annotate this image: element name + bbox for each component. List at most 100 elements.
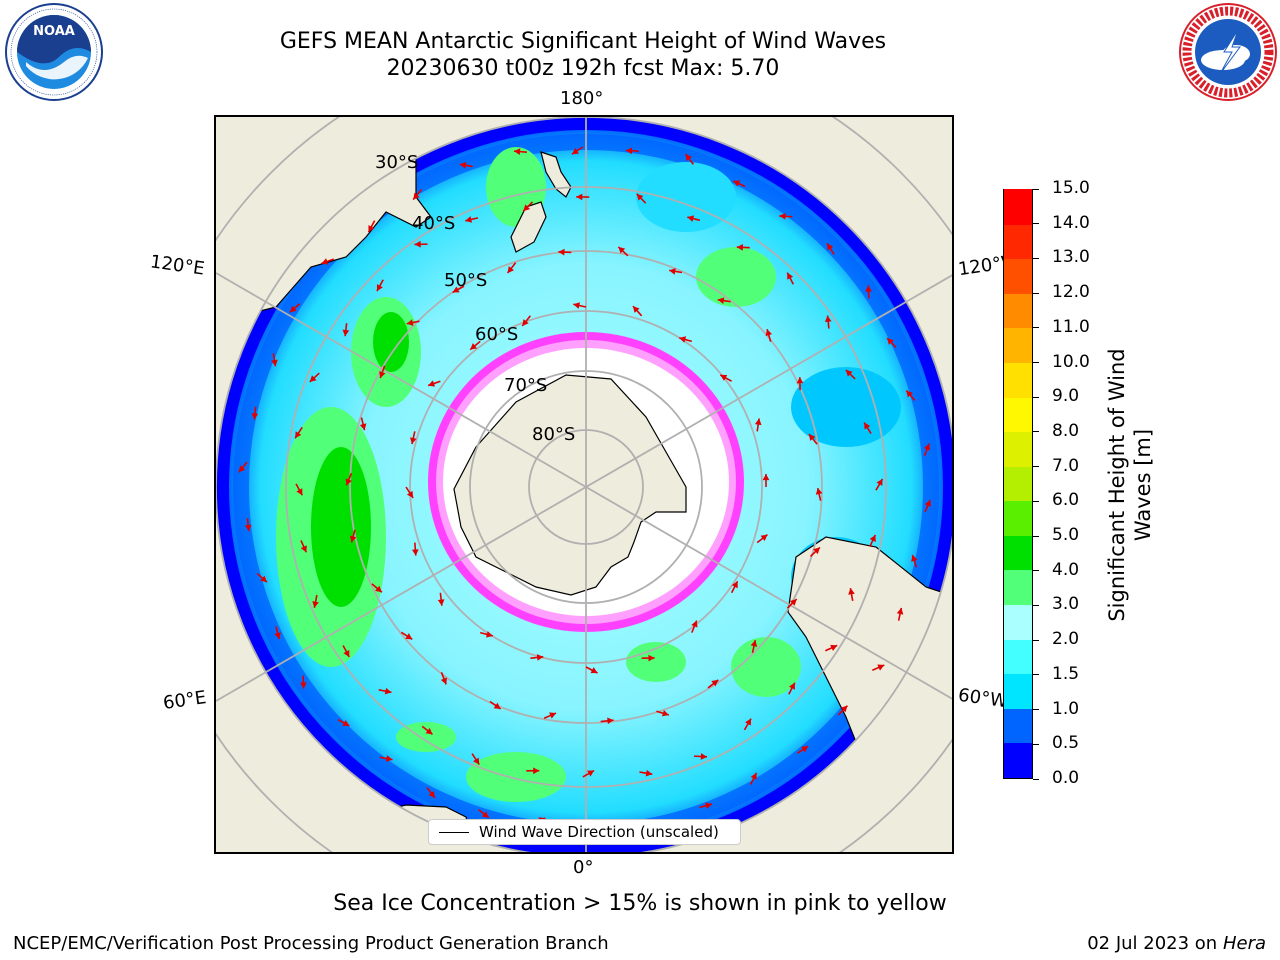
wave-arrow-head xyxy=(788,682,795,690)
colorbar-tick-label: 3.0 xyxy=(1052,594,1080,615)
wave-arrow-head xyxy=(368,225,375,233)
wave-arrow-head xyxy=(345,478,352,486)
polar-map xyxy=(216,117,952,852)
wave-arrow-head xyxy=(796,377,804,384)
wave-arrow-head xyxy=(736,243,744,251)
wave-arrow-head xyxy=(924,499,931,507)
wave-arrow-head xyxy=(632,306,640,313)
wave-arrow-head xyxy=(549,712,557,719)
colorbar-tick-mark xyxy=(1033,431,1039,433)
wave-arrow-head xyxy=(300,545,307,553)
chart-title: GEFS MEAN Antarctic Significant Height o… xyxy=(279,29,887,54)
colorbar-tick-label: 11.0 xyxy=(1052,316,1090,337)
wave-arrow-head xyxy=(522,319,529,326)
colorbar-segment xyxy=(1004,327,1032,363)
wave-arrow-head xyxy=(295,431,302,439)
land-new-zealand xyxy=(540,151,572,198)
wave-arrow-head xyxy=(413,192,420,200)
wave-arrow-head xyxy=(779,212,786,220)
colorbar-tick-mark xyxy=(1033,500,1039,502)
land-antarctica xyxy=(453,374,687,596)
colorbar-tick-mark xyxy=(1033,466,1039,468)
wave-arrow-head xyxy=(376,284,383,292)
wave-arrow-head xyxy=(459,162,467,169)
wave-arrow-head xyxy=(411,549,419,556)
wave-arrow-head xyxy=(384,687,392,695)
wave-height-patch xyxy=(396,722,456,752)
colorbar-tick-label: 5.0 xyxy=(1052,525,1080,546)
wave-arrow-head xyxy=(731,581,738,589)
wave-arrow-head xyxy=(342,719,350,726)
wave-arrow-head xyxy=(470,343,478,350)
wave-arrow-head xyxy=(410,437,417,445)
wave-arrow-head xyxy=(717,297,725,304)
colorbar-segment xyxy=(1004,604,1032,640)
wave-arrow-head xyxy=(558,248,565,256)
colorbar-tick-mark xyxy=(1033,778,1039,780)
wave-arrow-head xyxy=(750,772,757,780)
lon-label-180: 180° xyxy=(560,88,604,109)
wave-arrow-head xyxy=(669,268,676,275)
wave-arrow-head xyxy=(309,375,317,382)
wave-arrow-head xyxy=(625,147,633,155)
wave-arrow-head xyxy=(787,272,794,280)
wave-arrow-head xyxy=(359,423,367,431)
wave-arrow-head xyxy=(876,478,883,486)
wave-arrow-head xyxy=(923,443,931,451)
wave-height-patch xyxy=(626,642,686,682)
wave-arrow-head xyxy=(587,770,595,777)
wave-arrow-head xyxy=(260,575,267,583)
map-panel xyxy=(214,115,954,854)
wave-arrow-head xyxy=(720,374,728,381)
wave-arrow-head xyxy=(274,632,281,640)
colorbar-tick-label: 15.0 xyxy=(1052,178,1090,198)
lat-label-70s: 70°S xyxy=(504,375,548,396)
wave-arrow-head xyxy=(342,329,350,337)
wave-arrow-head xyxy=(648,654,655,662)
wave-arrow-head xyxy=(513,148,521,155)
wave-arrow-head xyxy=(536,654,544,661)
colorbar-tick-mark xyxy=(1033,292,1039,294)
wave-height-patch xyxy=(636,162,736,232)
colorbar-tick-label: 1.5 xyxy=(1052,663,1080,684)
colorbar-segment xyxy=(1004,396,1032,433)
wave-arrow-head xyxy=(618,246,626,254)
wave-arrow-head xyxy=(493,702,501,710)
wave-arrow-head xyxy=(607,717,614,725)
colorbar-tick-mark xyxy=(1033,396,1039,398)
wave-arrow-head xyxy=(765,329,773,337)
colorbar-tick-mark xyxy=(1033,257,1039,259)
wave-arrow-head xyxy=(576,193,583,201)
colorbar-tick-mark xyxy=(1033,362,1039,364)
wave-arrow-head xyxy=(754,418,762,426)
wave-arrow-head xyxy=(789,599,797,606)
wave-arrow-head xyxy=(440,677,448,685)
wave-arrow-head xyxy=(523,204,531,212)
wave-arrow-head xyxy=(385,755,393,762)
lon-label-0: 0° xyxy=(573,857,594,878)
colorbar-segment xyxy=(1004,639,1032,675)
wave-arrow-head xyxy=(865,285,872,292)
wave-arrow-head xyxy=(815,488,823,495)
wave-arrow-head xyxy=(745,718,752,726)
wave-arrow-head xyxy=(405,633,413,640)
wave-arrow-head xyxy=(414,240,421,248)
colorbar xyxy=(1003,189,1033,779)
colorbar-tick-mark xyxy=(1033,674,1039,676)
colorbar-tick-mark xyxy=(1033,709,1039,711)
wave-arrow-head xyxy=(687,215,695,222)
land-new-zealand xyxy=(510,201,547,253)
colorbar-tick-mark xyxy=(1033,223,1039,225)
colorbar-tick-label: 6.0 xyxy=(1052,490,1080,511)
wave-height-patch xyxy=(731,637,801,697)
wave-arrow-head xyxy=(481,811,489,818)
colorbar-tick-label: 4.0 xyxy=(1052,559,1080,580)
wave-arrow-head xyxy=(428,380,436,387)
chart-subtitle: 20230630 t00z 192h fcst Max: 5.70 xyxy=(386,56,780,81)
wave-arrow-head xyxy=(321,258,329,265)
wave-arrow-head xyxy=(845,369,853,377)
colorbar-segment xyxy=(1004,224,1032,260)
wave-arrow-head xyxy=(343,649,350,657)
lon-label-120e: 120°E xyxy=(148,251,206,280)
wave-arrow-head xyxy=(827,243,834,251)
